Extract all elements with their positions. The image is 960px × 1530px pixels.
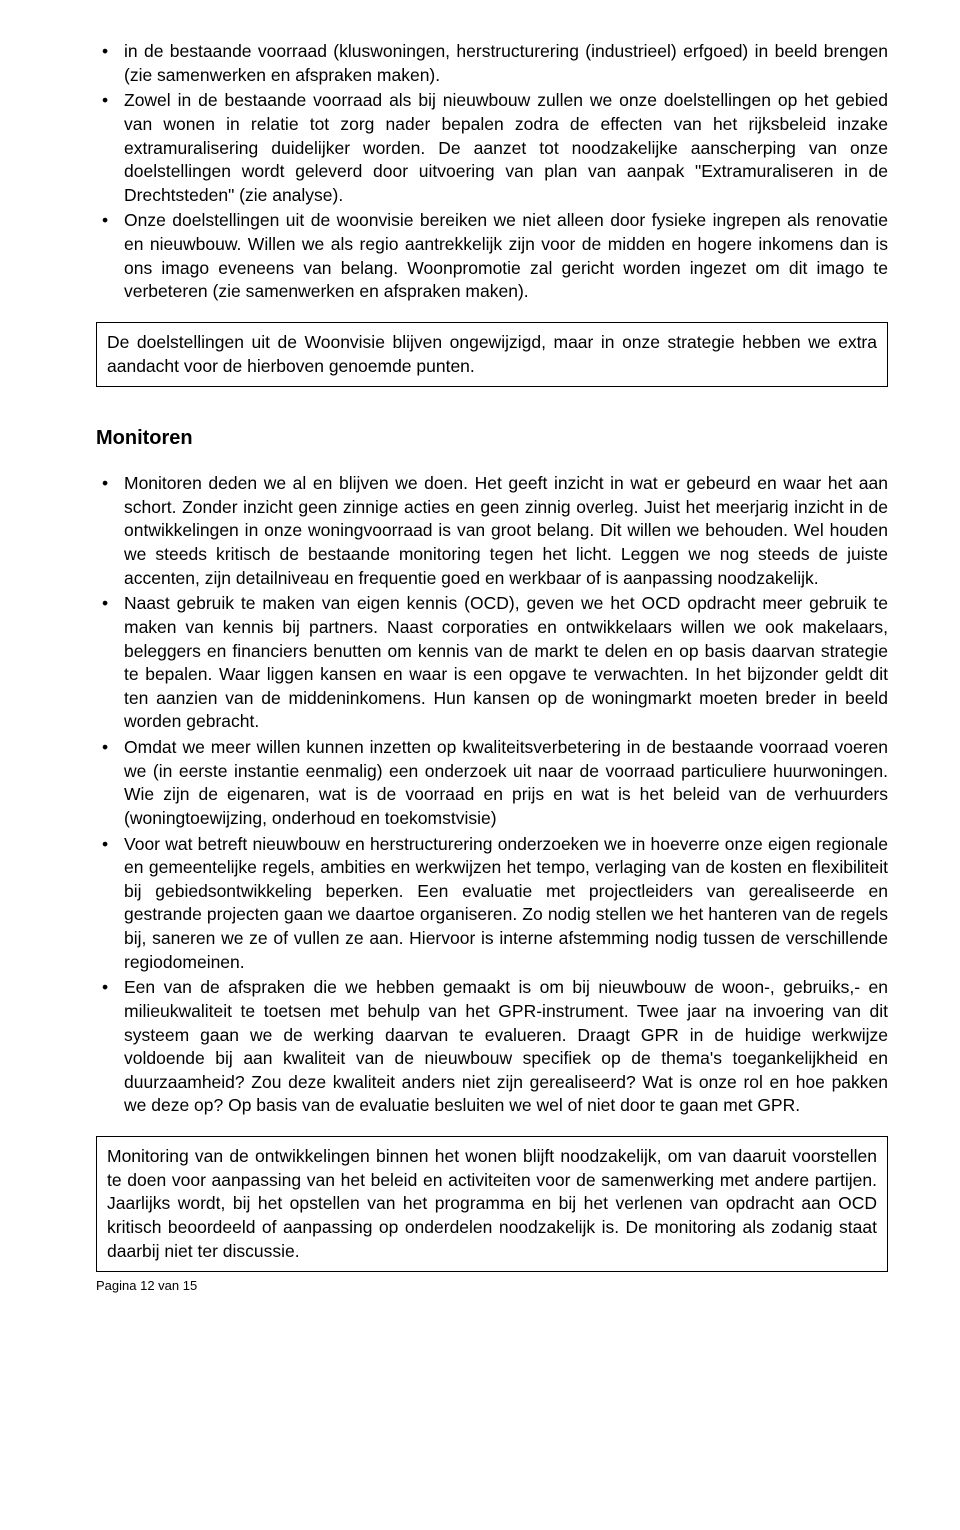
list-item: Naast gebruik te maken van eigen kennis … (96, 592, 888, 734)
list-item: Monitoren deden we al en blijven we doen… (96, 472, 888, 590)
list-item: Een van de afspraken die we hebben gemaa… (96, 976, 888, 1118)
list-item: Omdat we meer willen kunnen inzetten op … (96, 736, 888, 831)
section-heading: Monitoren (96, 427, 888, 450)
monitor-bullet-list: Monitoren deden we al en blijven we doen… (96, 472, 888, 1118)
list-item: in de bestaande voorraad (kluswoningen, … (96, 40, 888, 87)
top-bullet-list: in de bestaande voorraad (kluswoningen, … (96, 40, 888, 304)
list-item: Zowel in de bestaande voorraad als bij n… (96, 89, 888, 207)
page-footer: Pagina 12 van 15 (96, 1278, 888, 1293)
list-item: Voor wat betreft nieuwbouw en herstructu… (96, 833, 888, 975)
summary-box-bottom: Monitoring van de ontwikkelingen binnen … (96, 1136, 888, 1272)
list-item: Onze doelstellingen uit de woonvisie ber… (96, 209, 888, 304)
summary-box-top: De doelstellingen uit de Woonvisie blijv… (96, 322, 888, 387)
